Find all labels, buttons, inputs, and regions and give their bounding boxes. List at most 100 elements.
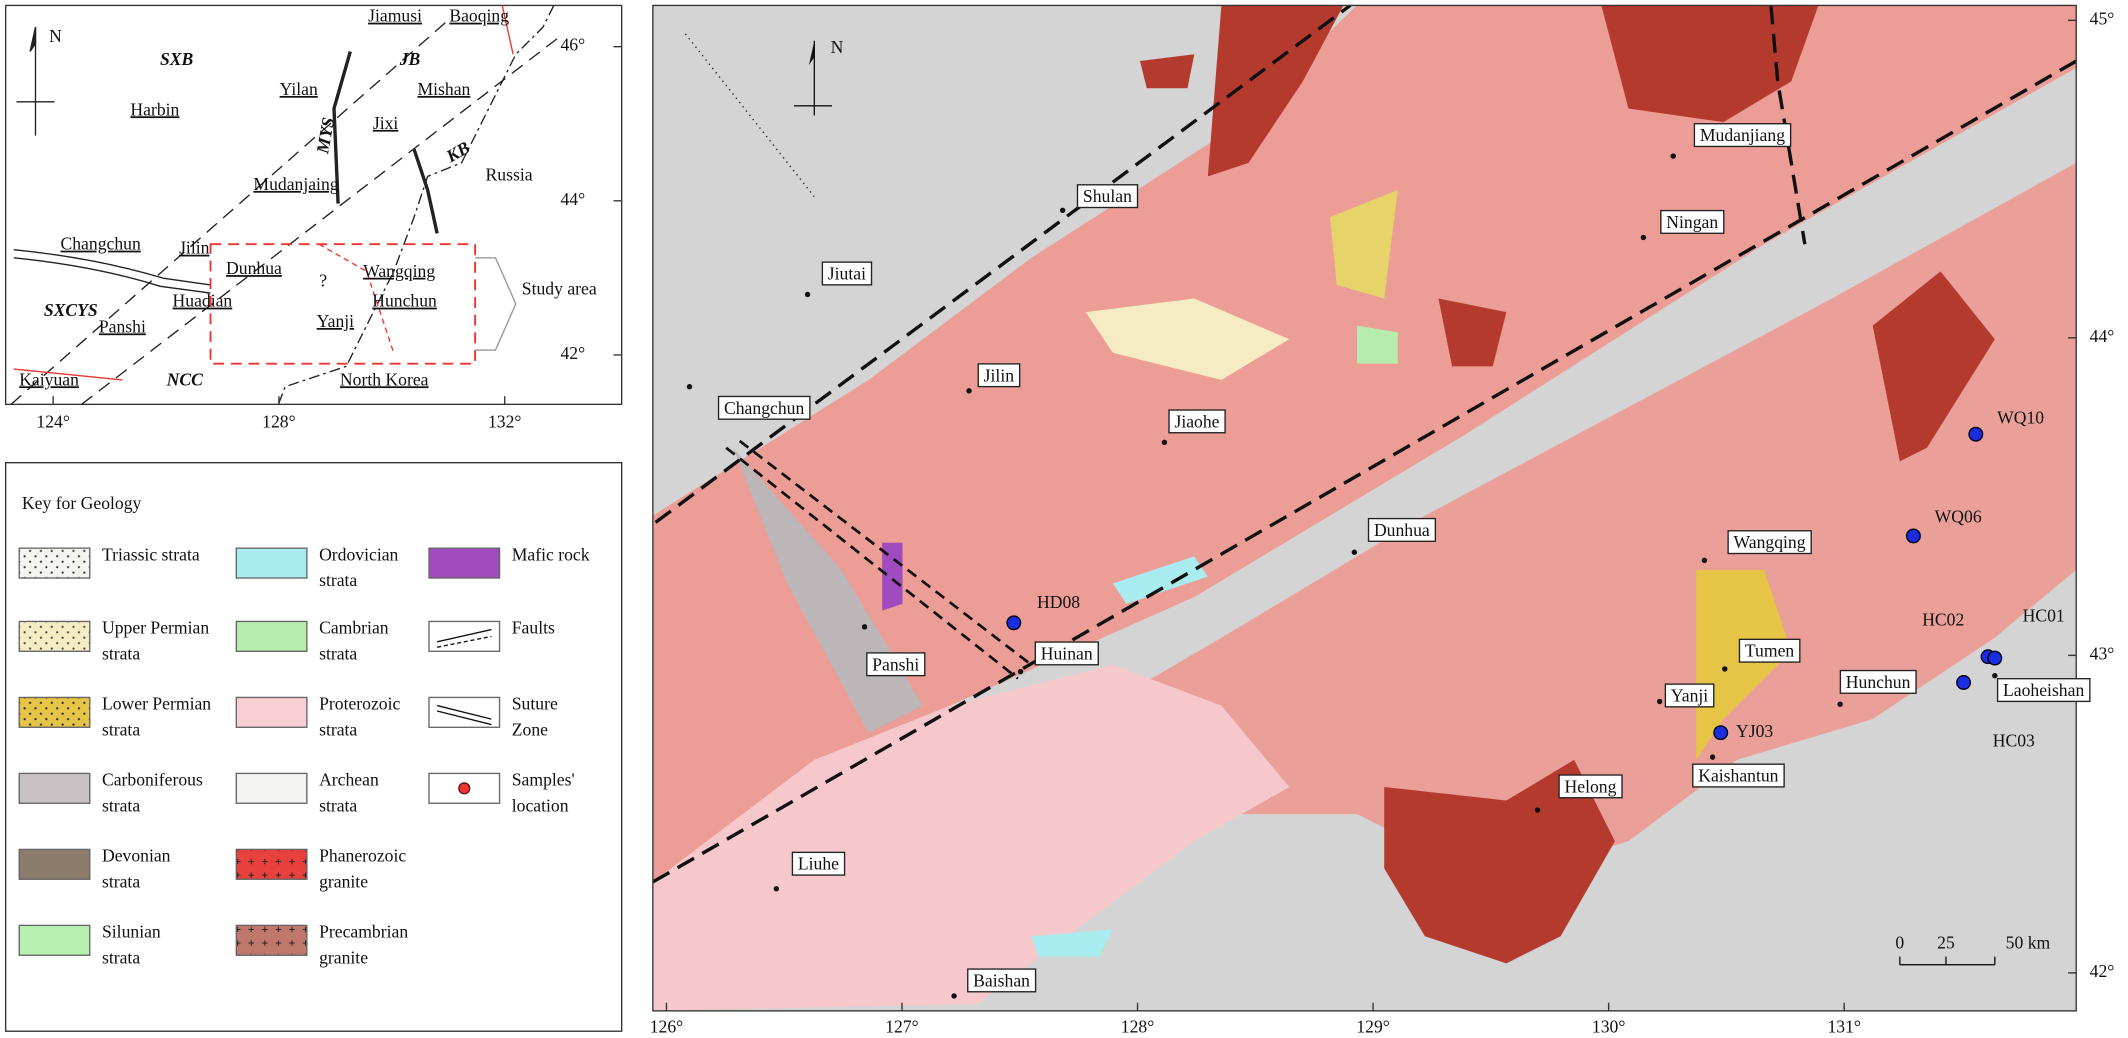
label-box bbox=[1076, 184, 1139, 209]
legend-swatch bbox=[428, 547, 501, 579]
sample-label: HC03 bbox=[1993, 730, 2035, 750]
label-box bbox=[1034, 641, 1099, 666]
label-box bbox=[1839, 669, 1917, 694]
swatch bbox=[18, 848, 91, 880]
legend-label: Faults bbox=[512, 618, 555, 638]
sample-dot bbox=[1987, 650, 2003, 666]
label-box bbox=[821, 261, 873, 286]
legend-label: Triassic strata bbox=[102, 544, 200, 564]
legend-label: Cambrian bbox=[319, 618, 389, 638]
legend-label: Carboniferous bbox=[102, 770, 203, 790]
y-tick-label: 42° bbox=[2090, 961, 2115, 981]
legend-label: Archean bbox=[319, 770, 379, 790]
legend-label: strata bbox=[102, 795, 140, 815]
swatch bbox=[18, 547, 91, 579]
place-dot bbox=[1701, 557, 1708, 564]
inset-place: Mishan bbox=[417, 79, 470, 99]
legend-label: Precambrian bbox=[319, 922, 408, 942]
legend-label: Samples' bbox=[512, 770, 575, 790]
y-tick-label: 42° bbox=[560, 343, 585, 363]
study-area-label: Study area bbox=[522, 278, 597, 298]
place-dot bbox=[1837, 701, 1843, 707]
place-dot bbox=[1534, 807, 1541, 813]
place-dot bbox=[773, 886, 780, 892]
sample-label: YJ03 bbox=[1736, 721, 1773, 741]
y-tick-label: 44° bbox=[2090, 326, 2115, 346]
x-tick-label: 132° bbox=[488, 411, 522, 431]
place-dot bbox=[951, 993, 957, 999]
legend-label: granite bbox=[319, 871, 368, 891]
swatch bbox=[235, 620, 308, 652]
sample-dot bbox=[1956, 675, 1972, 690]
place-label: Shulan bbox=[1083, 186, 1132, 206]
label-box bbox=[1558, 774, 1623, 799]
place-label: Jiaohe bbox=[1174, 411, 1219, 431]
inset-place: Panshi bbox=[99, 316, 146, 336]
swatch bbox=[18, 772, 91, 804]
inset-place: Yilan bbox=[280, 79, 318, 99]
place-label: Helong bbox=[1565, 776, 1617, 796]
inset-frame bbox=[4, 4, 623, 406]
label-box bbox=[1367, 517, 1437, 542]
label-box bbox=[1727, 530, 1812, 555]
inset-place: Kaiyuan bbox=[19, 369, 79, 389]
inset-place: Jiamusi bbox=[368, 6, 422, 26]
y-tick-label: 44° bbox=[560, 189, 585, 209]
legend-swatch bbox=[18, 620, 91, 652]
sample-dot bbox=[1905, 528, 1921, 544]
legend: Key for Geology Triassic strata Upper Perm… bbox=[18, 493, 590, 967]
legend-label: Lower Permian bbox=[102, 694, 211, 714]
place-dot bbox=[1722, 666, 1728, 672]
sample-label: WQ06 bbox=[1935, 506, 1982, 526]
place-label: Yanji bbox=[1671, 685, 1708, 705]
main-frame bbox=[652, 4, 2077, 1012]
north-label: N bbox=[831, 37, 844, 57]
inset-place: North Korea bbox=[340, 369, 429, 389]
place-dot bbox=[966, 388, 972, 394]
legend-swatch bbox=[235, 772, 308, 804]
legend-swatch bbox=[235, 620, 308, 652]
swatch bbox=[235, 924, 308, 956]
region-label: SXCYS bbox=[44, 300, 98, 320]
place-dot bbox=[1351, 549, 1358, 555]
label-box bbox=[1660, 209, 1725, 234]
legend-label: strata bbox=[102, 871, 140, 891]
y-tick-label: 45° bbox=[2090, 8, 2115, 28]
region-label: NCC bbox=[166, 369, 203, 389]
inset-place: Harbin bbox=[130, 99, 179, 119]
place-dot bbox=[1059, 207, 1066, 214]
inset-place: Mudanjaing bbox=[253, 174, 338, 194]
legend-swatch bbox=[18, 772, 91, 804]
legend-label: Silunian bbox=[102, 922, 161, 942]
place-label: Mudanjiang bbox=[1700, 125, 1785, 145]
main-map bbox=[652, 5, 2077, 1011]
label-box bbox=[1168, 409, 1226, 434]
place-label: Huinan bbox=[1041, 643, 1093, 663]
sample-label: WQ10 bbox=[1997, 407, 2044, 427]
place-label: Jiutai bbox=[828, 263, 866, 283]
place-label: Baishan bbox=[973, 970, 1030, 990]
region-label: JB bbox=[399, 49, 421, 69]
place-label: Panshi bbox=[872, 654, 919, 674]
inset-place: Yanji bbox=[317, 311, 354, 331]
place-dot bbox=[1656, 698, 1663, 705]
x-tick-label: 128° bbox=[262, 411, 295, 431]
x-tick-label: 124° bbox=[36, 411, 69, 431]
main-labels: N Shulan Jiutai Jilin Changchun Jiaohe Mudanji… bbox=[650, 8, 2115, 1036]
y-tick-label: 43° bbox=[2090, 643, 2115, 663]
legend-label: Proterozoic bbox=[319, 694, 400, 714]
label-box bbox=[1693, 123, 1792, 148]
inset-place: Huadian bbox=[173, 291, 233, 311]
swatch-dot bbox=[458, 782, 471, 795]
inset-place: Jilin bbox=[179, 238, 210, 258]
swatch bbox=[18, 696, 91, 728]
north-label: N bbox=[49, 26, 62, 46]
label-box bbox=[1996, 678, 2091, 703]
legend-label: strata bbox=[319, 570, 357, 590]
legend-label: strata bbox=[102, 947, 140, 967]
legend-label: Ordovician bbox=[319, 544, 398, 564]
legend-label: Zone bbox=[512, 719, 548, 739]
